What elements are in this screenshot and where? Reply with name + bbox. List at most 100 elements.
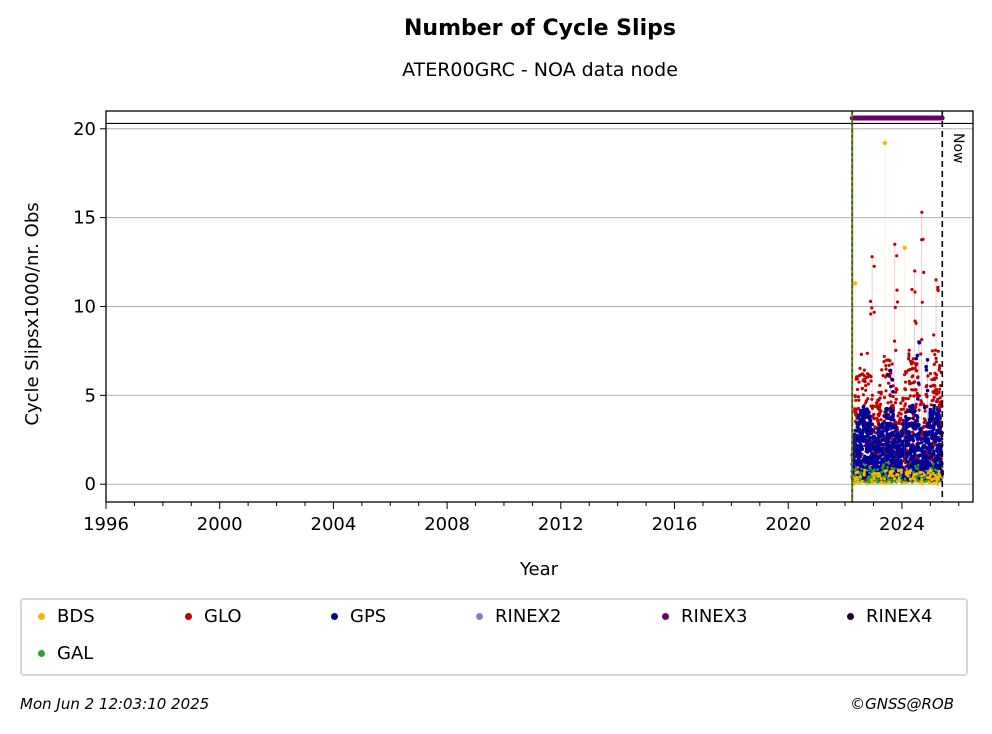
data-point (913, 319, 917, 323)
rinex3-point (939, 115, 945, 121)
data-point (881, 374, 885, 378)
data-point (881, 447, 885, 451)
data-point (863, 454, 867, 459)
data-point (900, 439, 905, 444)
data-point (911, 416, 915, 421)
legend-label: GAL (57, 643, 94, 664)
data-point (888, 458, 893, 463)
data-point (868, 419, 873, 423)
data-point (923, 445, 928, 449)
data-point (864, 384, 868, 388)
data-point (856, 480, 860, 484)
data-point (892, 418, 896, 422)
data-point (880, 480, 883, 484)
data-point (876, 398, 880, 402)
data-point (857, 440, 862, 444)
legend-item-rinex3: RINEX3 (662, 606, 747, 627)
markers (106, 111, 973, 502)
legend-label: RINEX2 (495, 606, 562, 627)
data-point (927, 482, 931, 485)
data-point (857, 398, 861, 402)
data-point (855, 448, 860, 452)
data-point (887, 474, 891, 478)
data-point (869, 468, 872, 471)
data-point (915, 414, 919, 418)
data-point (904, 396, 908, 401)
data-point (930, 378, 934, 382)
data-point (906, 397, 910, 401)
data-point (895, 388, 899, 392)
data-point (920, 482, 924, 486)
data-point (857, 420, 861, 425)
data-point (900, 430, 904, 435)
data-point (907, 348, 911, 352)
data-point (869, 312, 873, 316)
data-point (857, 456, 861, 460)
data-point (910, 406, 915, 410)
data-point (925, 388, 930, 393)
data-point (918, 447, 923, 452)
data-point (932, 377, 937, 382)
data-point (893, 339, 897, 343)
data-point (934, 278, 938, 282)
data-point (874, 472, 878, 476)
data-point (935, 413, 939, 418)
legend-label: GLO (204, 606, 242, 627)
data-point (918, 427, 922, 431)
data-point (896, 448, 900, 453)
data-point (910, 481, 914, 484)
data-point (908, 457, 912, 461)
data-point (933, 384, 937, 388)
data-point (856, 477, 860, 481)
data-point (856, 435, 861, 439)
data-point (870, 306, 874, 310)
data-point (928, 414, 932, 419)
data-point (893, 423, 898, 427)
data-point (930, 466, 933, 470)
data-point (870, 422, 875, 427)
data-point (915, 369, 919, 373)
legend-label: RINEX4 (866, 606, 933, 627)
data-point (855, 387, 860, 392)
data-point (874, 445, 878, 449)
data-point (894, 426, 898, 430)
data-point (933, 434, 938, 439)
data-point (857, 413, 861, 418)
data-point (913, 406, 917, 410)
data-point (890, 377, 895, 382)
data-point (886, 436, 891, 440)
data-point (926, 460, 930, 465)
legend-marker (847, 613, 854, 620)
data-point (903, 370, 908, 374)
data-point (863, 468, 867, 472)
data-point (922, 425, 926, 429)
data-point (904, 470, 908, 474)
data-point (864, 421, 869, 426)
data-point (889, 478, 893, 481)
data-point (873, 448, 877, 453)
data-point (864, 446, 869, 450)
data-point (895, 443, 899, 448)
data-point (893, 477, 896, 481)
data-point (862, 427, 866, 432)
legend-label: BDS (57, 606, 95, 627)
data-point (870, 481, 874, 485)
data-point (862, 415, 866, 420)
data-point (860, 467, 863, 471)
data-point (889, 384, 893, 389)
data-point (881, 438, 885, 442)
data-point (877, 441, 882, 446)
data-point (884, 448, 889, 453)
data-point (938, 363, 942, 368)
legend-item-gps: GPS (331, 606, 386, 627)
data-point (879, 430, 883, 435)
data-point (931, 462, 935, 466)
data-point (884, 429, 889, 433)
data-point (870, 478, 873, 482)
data-point (882, 354, 886, 359)
data-point (899, 468, 903, 472)
data-point (916, 433, 921, 437)
x-tick-label: 2004 (311, 514, 357, 535)
data-point (873, 440, 877, 444)
legend: BDS GLO GPS RINEX2 RINEX3 RINEX4 GAL (20, 598, 968, 676)
